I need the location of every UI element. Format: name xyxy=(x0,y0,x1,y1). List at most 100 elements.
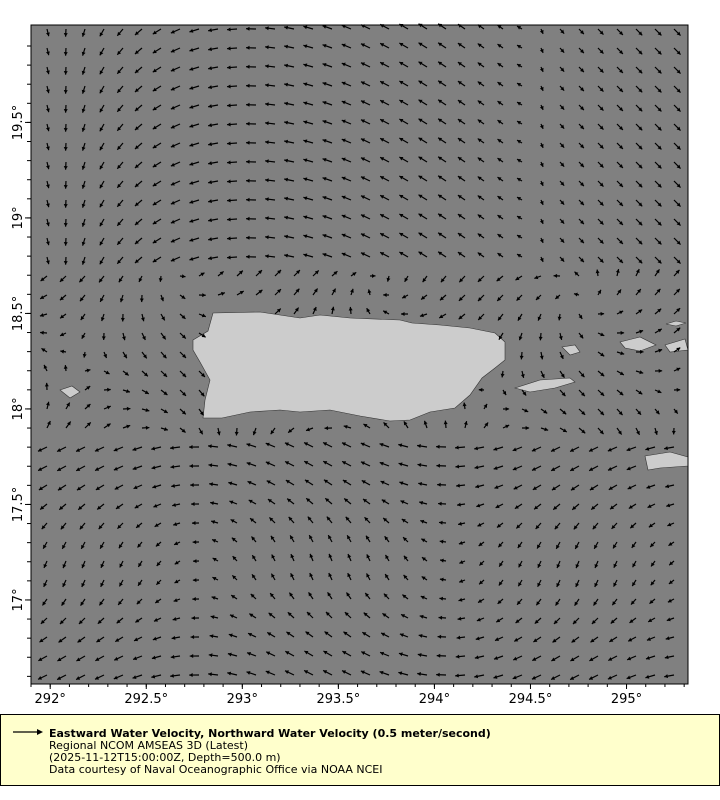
velocity-arrowhead xyxy=(657,240,662,245)
lat-tick-label: 19.5° xyxy=(11,105,26,140)
velocity-arrowhead xyxy=(153,617,159,622)
velocity-arrowhead xyxy=(382,613,387,618)
velocity-arrowhead xyxy=(267,632,272,636)
velocity-arrowhead xyxy=(479,580,484,585)
velocity-arrowhead xyxy=(152,125,157,130)
velocity-arrowhead xyxy=(533,638,538,642)
legend-time-depth: (2025-11-12T15:00:00Z, Depth=500.0 m) xyxy=(49,751,281,764)
velocity-arrowhead xyxy=(594,544,598,549)
velocity-arrowhead xyxy=(322,62,327,67)
velocity-arrowhead xyxy=(457,233,462,237)
velocity-arrowhead xyxy=(551,676,556,680)
velocity-arrowhead xyxy=(591,620,596,624)
velocity-arrowhead xyxy=(399,62,404,66)
velocity-arrowhead xyxy=(58,638,63,643)
velocity-arrowhead xyxy=(40,330,44,335)
velocity-arrowhead xyxy=(161,316,165,321)
velocity-arrowhead xyxy=(459,560,464,564)
velocity-arrowhead xyxy=(477,233,482,238)
velocity-arrowhead xyxy=(189,199,194,204)
velocity-arrowhead xyxy=(638,126,643,131)
velocity-arrowhead xyxy=(189,464,193,469)
velocity-arrowhead xyxy=(152,239,157,244)
velocity-arrowhead xyxy=(63,261,68,265)
velocity-arrowhead xyxy=(477,62,482,67)
velocity-arrowhead xyxy=(265,442,270,447)
velocity-arrowhead xyxy=(44,382,49,387)
velocity-arrowhead xyxy=(531,447,536,452)
velocity-arrowhead xyxy=(438,501,442,506)
velocity-arrowhead xyxy=(86,386,91,390)
velocity-arrowhead xyxy=(227,179,231,184)
velocity-arrowhead xyxy=(63,109,68,113)
velocity-arrowhead xyxy=(238,270,243,275)
velocity-arrowhead xyxy=(265,178,269,183)
velocity-arrowhead xyxy=(172,617,177,621)
velocity-arrowhead xyxy=(99,70,104,75)
velocity-arrowhead xyxy=(618,411,623,416)
velocity-arrowhead xyxy=(556,582,561,587)
velocity-arrowhead xyxy=(181,315,186,319)
velocity-arrowhead xyxy=(99,127,104,132)
velocity-arrowhead xyxy=(637,410,642,415)
velocity-arrowhead xyxy=(638,69,643,74)
velocity-arrowhead xyxy=(182,373,187,378)
velocity-arrowhead xyxy=(228,633,233,638)
velocity-arrowhead xyxy=(181,274,186,279)
velocity-arrowhead xyxy=(383,292,387,297)
velocity-arrowhead xyxy=(360,214,365,219)
velocity-arrowhead xyxy=(284,177,289,182)
velocity-arrowhead xyxy=(94,676,100,680)
velocity-arrowhead xyxy=(418,80,423,85)
velocity-arrowhead xyxy=(399,138,404,142)
velocity-arrowhead xyxy=(270,535,275,540)
velocity-arrowhead xyxy=(418,118,423,123)
velocity-arrowhead xyxy=(258,289,263,294)
velocity-arrowhead xyxy=(208,653,213,658)
velocity-arrowhead xyxy=(627,485,632,490)
velocity-arrowhead xyxy=(398,443,403,448)
velocity-arrowhead xyxy=(517,178,522,182)
velocity-arrowhead xyxy=(152,68,157,73)
velocity-arrowhead xyxy=(246,159,250,164)
velocity-arrowhead xyxy=(539,67,544,72)
velocity-arrowhead xyxy=(81,108,86,113)
velocity-arrowhead xyxy=(212,557,217,562)
velocity-arrowhead xyxy=(191,502,195,507)
velocity-arrowhead xyxy=(667,522,672,527)
velocity-arrowhead xyxy=(676,240,681,245)
velocity-arrowhead xyxy=(152,163,157,168)
velocity-arrowhead xyxy=(534,619,539,624)
velocity-arrowhead xyxy=(619,221,623,225)
velocity-arrowhead xyxy=(323,479,328,484)
velocity-arrowhead xyxy=(402,594,407,599)
velocity-arrowhead xyxy=(134,504,139,509)
velocity-arrowhead xyxy=(82,353,87,358)
velocity-arrowhead xyxy=(86,404,91,408)
velocity-arrowhead xyxy=(360,81,365,86)
velocity-arrowhead xyxy=(231,595,236,599)
velocity-arrowhead xyxy=(303,158,308,163)
velocity-arrowhead xyxy=(570,467,575,471)
velocity-arrowhead xyxy=(539,48,544,53)
velocity-arrowhead xyxy=(170,86,175,91)
velocity-arrowhead xyxy=(189,161,194,166)
velocity-arrowhead xyxy=(619,310,624,315)
velocity-arrowhead xyxy=(455,654,460,659)
velocity-arrowhead xyxy=(117,259,122,264)
velocity-arrowhead xyxy=(399,633,404,638)
velocity-arrowhead xyxy=(118,600,122,605)
velocity-arrowhead xyxy=(155,599,160,604)
velocity-arrowhead xyxy=(288,428,293,433)
velocity-arrowhead xyxy=(181,334,186,339)
velocity-arrowhead xyxy=(163,409,168,413)
velocity-arrowhead xyxy=(589,467,594,471)
velocity-arrowhead xyxy=(570,657,575,662)
velocity-arrowhead xyxy=(645,674,650,679)
velocity-arrowhead xyxy=(398,462,403,467)
velocity-arrowhead xyxy=(418,232,423,237)
velocity-arrowhead xyxy=(201,373,205,377)
velocity-arrowhead xyxy=(247,480,252,485)
velocity-arrowhead xyxy=(649,599,654,604)
velocity-arrowhead xyxy=(100,563,105,568)
